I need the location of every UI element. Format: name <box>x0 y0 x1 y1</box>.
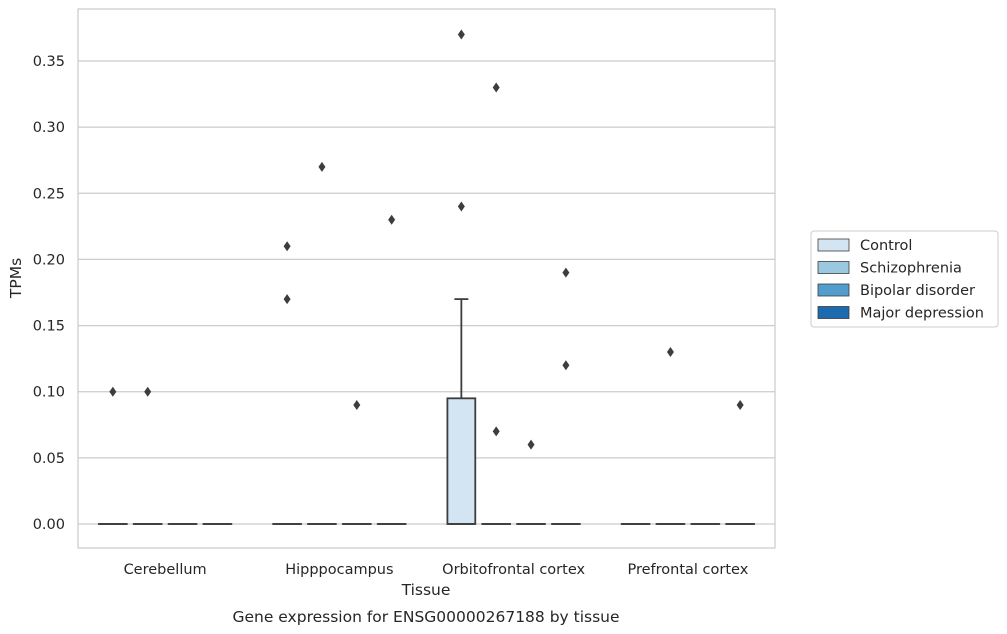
box-2-1 <box>341 399 372 525</box>
box-0-1 <box>272 241 302 525</box>
legend-swatch <box>817 238 850 252</box>
y-tick-label: 0.30 <box>33 120 65 136</box>
x-tick-label: Cerebellum <box>124 562 207 578</box>
outlier-point <box>457 29 465 40</box>
box-2-2 <box>516 439 546 525</box>
box-1-3 <box>655 347 686 525</box>
outlier-point <box>457 201 465 212</box>
outlier-point <box>283 294 291 305</box>
outlier-point <box>318 161 326 172</box>
outlier-point <box>527 439 535 450</box>
outlier-point <box>388 214 396 225</box>
box-3-2 <box>551 267 581 525</box>
outlier-point <box>562 360 570 371</box>
legend-frame <box>810 230 999 328</box>
x-axis-label: Tissue <box>401 581 451 599</box>
box-1-1 <box>307 161 337 525</box>
y-tick-label: 0.25 <box>33 186 65 202</box>
x-tick-label: Hipppocampus <box>285 562 393 578</box>
box-3-3 <box>725 399 755 525</box>
y-tick-label: 0.10 <box>33 385 65 401</box>
outlier-point <box>666 347 674 358</box>
x-axis-ticks: Cerebellum Hipppocampus Orbitofrontal cort… <box>124 562 749 578</box>
box-3-1 <box>376 214 407 525</box>
y-tick-label: 0.15 <box>33 319 65 335</box>
y-tick-label: 0.05 <box>33 451 65 467</box>
legend-swatch <box>817 283 850 297</box>
box-0-0 <box>98 386 128 525</box>
legend-swatch <box>817 261 850 274</box>
x-tick-label: Prefrontal cortex <box>627 562 748 578</box>
box-1-0 <box>132 386 163 525</box>
outlier-point <box>562 267 570 278</box>
y-tick-label: 0.00 <box>33 517 65 533</box>
legend: Control Schizophrenia Bipolar disorder Majo… <box>810 230 999 328</box>
outlier-point <box>736 399 744 410</box>
legend-swatch <box>817 306 850 319</box>
y-tick-label: 0.35 <box>33 54 65 70</box>
chart-title: Gene expression for ENSG00000267188 by t… <box>232 608 619 626</box>
box-1-2 <box>481 82 512 525</box>
y-axis-ticks: 0.00 0.05 0.10 0.15 0.20 0.25 0.30 0.35 <box>33 54 65 533</box>
outlier-point <box>353 399 361 410</box>
outlier-point <box>492 82 500 93</box>
legend-label: Major depression <box>860 306 984 322</box>
legend-label: Bipolar disorder <box>860 283 975 299</box>
legend-label: Control <box>860 238 912 254</box>
chart-marks <box>98 29 755 525</box>
y-axis-label: TPMs <box>7 258 25 299</box>
box-0-2 <box>446 29 477 525</box>
plot-background <box>78 9 775 548</box>
x-tick-label: Orbitofrontal cortex <box>442 562 585 578</box>
grid-lines <box>78 60 775 525</box>
legend-label: Schizophrenia <box>860 261 962 277</box>
box-body <box>446 397 477 525</box>
outlier-point <box>492 426 500 437</box>
outlier-point <box>144 386 152 397</box>
outlier-point <box>283 241 291 252</box>
plot-frame <box>77 8 776 549</box>
outlier-point <box>109 386 117 397</box>
y-tick-label: 0.20 <box>33 252 65 268</box>
